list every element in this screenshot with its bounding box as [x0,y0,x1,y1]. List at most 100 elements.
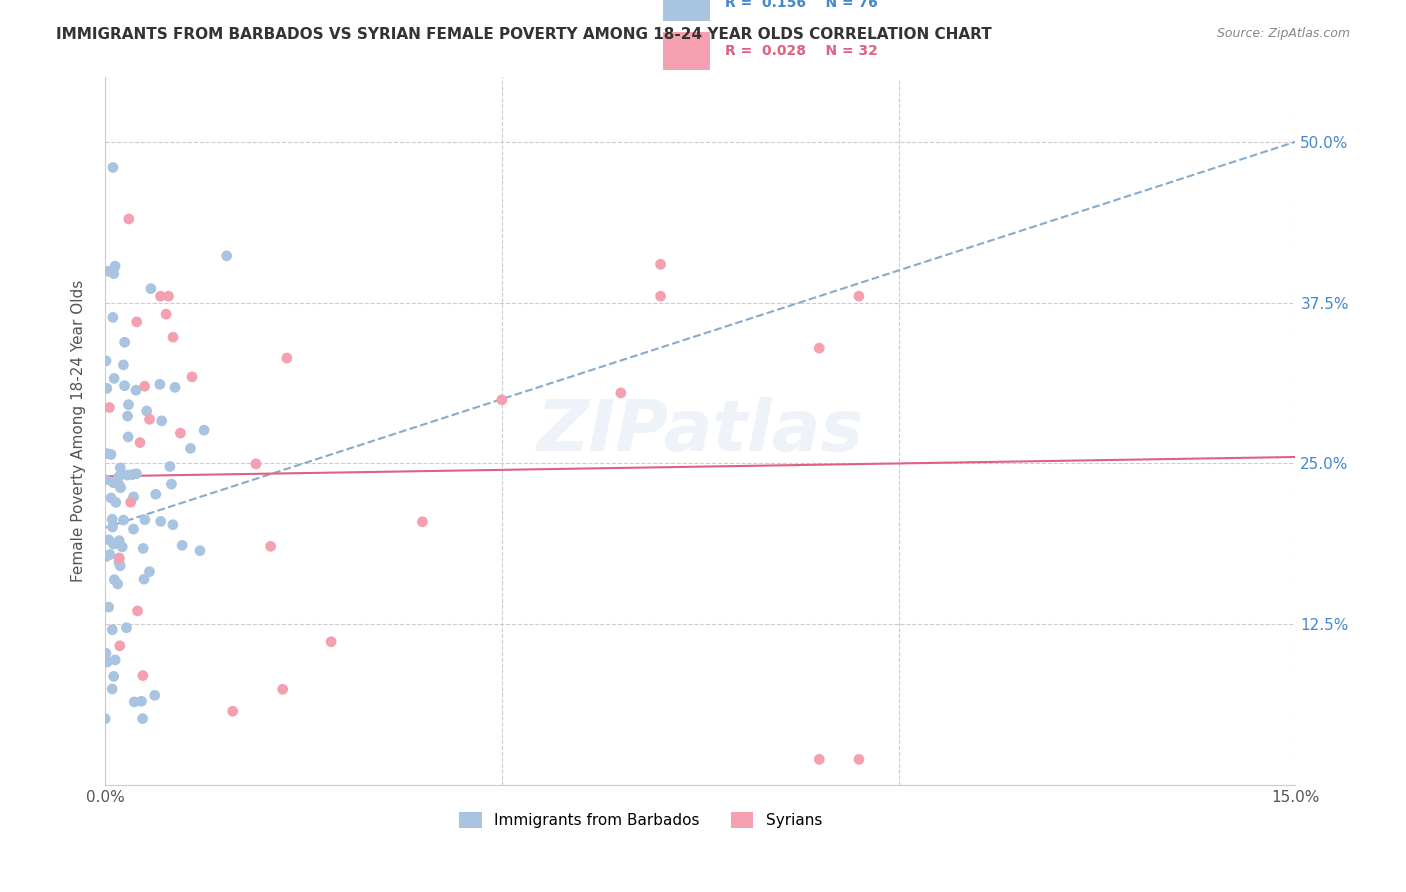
Point [97,264,120,278]
Point [108,551,131,566]
Point [108,639,131,653]
Point [94,473,117,487]
Point [94,646,117,660]
Point [101,520,124,534]
Point [143,688,166,702]
Point [163,380,186,394]
Point [127,604,149,618]
Point [121,467,143,482]
Point [101,512,124,526]
Text: R =  0.156    N = 76: R = 0.156 N = 76 [725,0,879,10]
Point [125,315,148,329]
Point [94,549,117,564]
Point [125,383,148,397]
Point [131,712,153,726]
Point [162,330,184,344]
Point [94,712,117,726]
Point [132,541,155,556]
Point [848,289,870,303]
Point [103,573,125,587]
Point [610,386,633,401]
Point [107,577,129,591]
Point [188,543,211,558]
Point [114,335,136,350]
Point [149,377,172,392]
Point [222,704,245,718]
Point [129,435,152,450]
Point [172,538,194,552]
Y-axis label: Female Poverty Among 18-24 Year Olds: Female Poverty Among 18-24 Year Olds [72,280,86,582]
Point [111,540,134,554]
Point [101,681,124,696]
Point [491,392,513,407]
Text: Source: ZipAtlas.com: Source: ZipAtlas.com [1216,27,1350,40]
Bar [662,32,710,70]
Point [97,533,120,547]
Point [135,404,157,418]
Point [150,414,173,428]
Point [101,310,124,325]
Text: R =  0.028    N = 32: R = 0.028 N = 32 [725,45,879,58]
Point [169,426,191,441]
Point [117,430,139,444]
Point [118,211,141,226]
Point [276,351,298,365]
Point [108,477,131,491]
Point [108,558,131,573]
Point [193,423,215,437]
Point [159,459,181,474]
Point [145,487,167,501]
Point [104,653,127,667]
Point [848,752,870,766]
Point [117,468,139,483]
Point [411,515,433,529]
Point [110,481,132,495]
Legend: Immigrants from Barbados, Syrians: Immigrants from Barbados, Syrians [453,805,828,834]
Point [138,565,160,579]
FancyBboxPatch shape [638,0,1049,82]
Point [108,555,131,569]
Point [117,398,139,412]
Point [96,381,118,395]
Text: ZIPatlas: ZIPatlas [537,397,863,466]
Point [138,412,160,426]
Point [103,475,125,490]
Point [162,517,184,532]
Point [181,369,204,384]
Point [134,379,156,393]
Point [96,446,118,460]
Point [117,409,139,423]
Point [155,307,177,321]
Point [101,161,124,175]
Point [103,537,125,551]
Point [122,490,145,504]
Point [245,457,267,471]
Point [125,467,148,481]
Point [149,289,172,303]
Point [808,752,831,766]
Point [179,442,201,456]
Point [114,378,136,392]
Point [122,522,145,536]
Point [98,548,121,562]
Point [101,623,124,637]
Point [108,533,131,548]
Point [103,267,125,281]
Point [808,341,831,355]
Point [108,551,131,566]
Point [96,655,118,669]
Point [650,289,672,303]
Point [139,282,162,296]
Point [107,470,129,484]
Point [132,668,155,682]
Point [94,353,117,368]
Point [132,572,155,586]
Point [120,495,142,509]
Point [131,694,153,708]
Point [259,539,281,553]
Point [157,289,180,303]
Point [104,259,127,273]
Point [103,669,125,683]
Point [215,249,238,263]
Bar [662,0,710,21]
